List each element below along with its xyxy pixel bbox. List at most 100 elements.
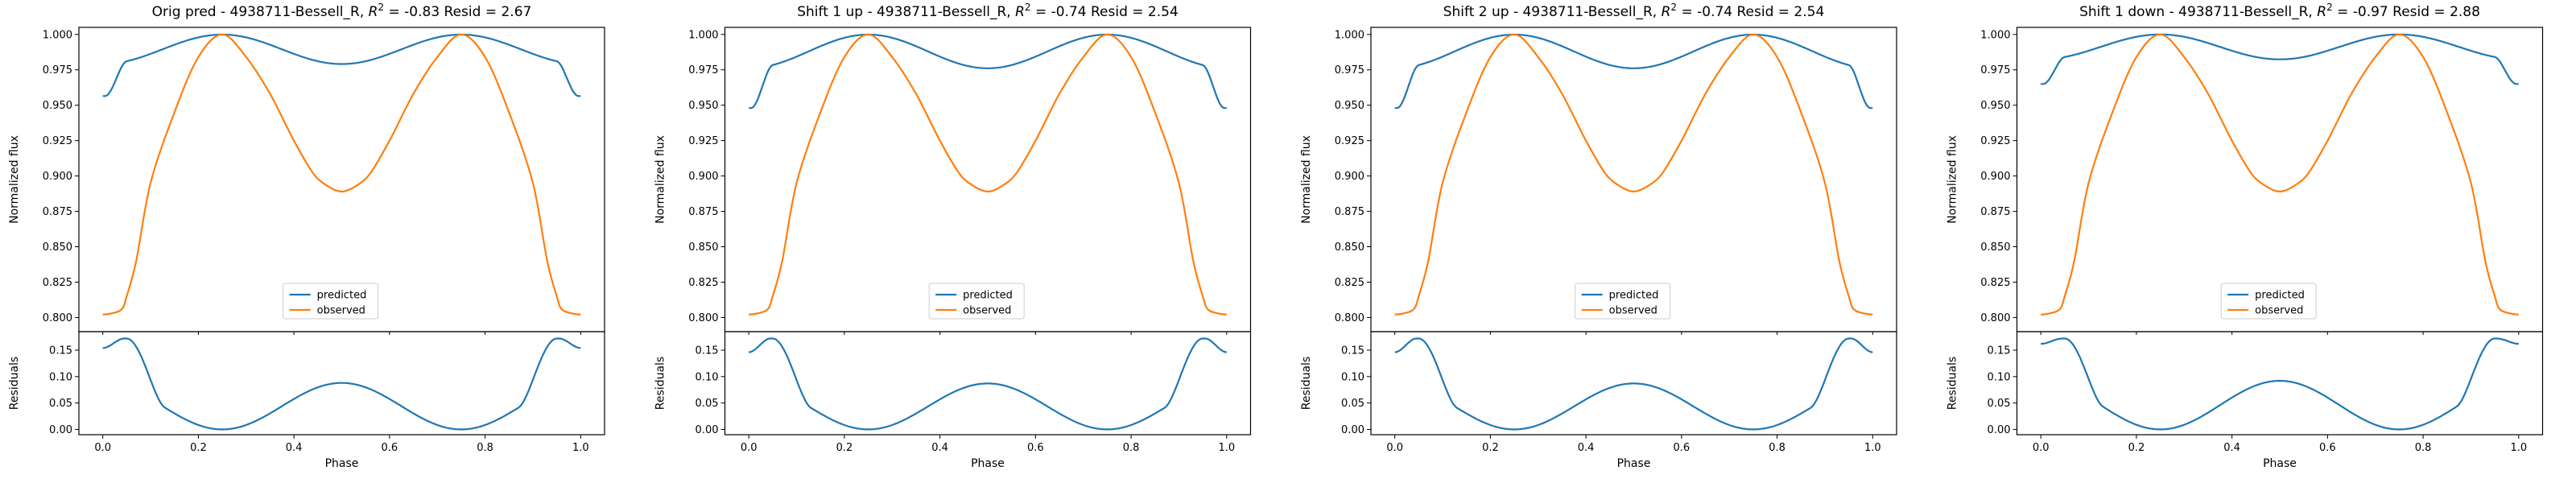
residual-line — [102, 337, 581, 431]
y-tick-label: 1.000 — [1335, 29, 1364, 41]
y-tick-label: 0.925 — [1980, 135, 2010, 147]
resid-tick-label: 0.05 — [1988, 398, 2011, 410]
x-tick-label: 0.8 — [2415, 442, 2432, 454]
x-tick-label: 0.4 — [2223, 442, 2240, 454]
x-tick-label: 0.4 — [931, 442, 948, 454]
x-tick-label: 1.0 — [572, 442, 589, 454]
y-tick-label: 0.950 — [688, 100, 718, 112]
resid-tick-label: 0.05 — [696, 398, 719, 410]
legend-label-observed: observed — [317, 305, 365, 317]
x-tick-label: 0.8 — [477, 442, 493, 454]
residual-axis-label: Residuals — [654, 357, 667, 410]
subplot-1: Orig pred - 4938711-Bessell_R, R2 = -0.8… — [8, 2, 605, 470]
y-tick-label: 0.800 — [1980, 312, 2010, 324]
resid-tick-label: 0.10 — [49, 371, 72, 383]
legend-label-predicted: predicted — [317, 290, 367, 302]
resid-tick-label: 0.15 — [49, 345, 72, 357]
chart-title: Shift 1 down - 4938711-Bessell_R, R2 = -… — [2079, 2, 2480, 20]
predicted-line — [1394, 33, 1873, 109]
y-tick-label: 1.000 — [688, 29, 718, 41]
chart-title: Orig pred - 4938711-Bessell_R, R2 = -0.8… — [152, 2, 532, 20]
residual-axes-frame — [1370, 331, 1897, 436]
resid-tick-label: 0.15 — [696, 345, 719, 357]
y-axis-label: Normalized flux — [1946, 135, 1959, 224]
y-axis-label: Normalized flux — [1300, 135, 1313, 224]
resid-tick-label: 0.05 — [49, 398, 72, 410]
y-tick-label: 0.925 — [43, 135, 72, 147]
y-axis-label: Normalized flux — [8, 135, 21, 224]
x-tick-label: 0.2 — [1482, 442, 1499, 454]
residual-axis-label: Residuals — [1946, 357, 1959, 410]
resid-tick-label: 0.10 — [696, 371, 719, 383]
resid-tick-label: 0.10 — [1988, 371, 2011, 383]
y-tick-label: 0.900 — [688, 171, 718, 183]
chart-title: Shift 2 up - 4938711-Bessell_R, R2 = -0.… — [1443, 2, 1825, 20]
resid-tick-label: 0.00 — [1341, 424, 1364, 436]
x-tick-label: 1.0 — [2510, 442, 2527, 454]
x-tick-label: 0.2 — [836, 442, 853, 454]
x-tick-label: 0.8 — [1769, 442, 1785, 454]
x-tick-label: 0.8 — [1123, 442, 1140, 454]
y-tick-label: 0.875 — [1980, 206, 2010, 218]
y-tick-label: 0.825 — [1980, 277, 2010, 289]
x-axis-label: Phase — [1617, 457, 1651, 470]
residual-line — [1394, 337, 1873, 431]
residual-line — [749, 337, 1227, 431]
y-tick-label: 0.950 — [1980, 100, 2010, 112]
y-tick-label: 0.825 — [1335, 277, 1364, 289]
chart-title: Shift 1 up - 4938711-Bessell_R, R2 = -0.… — [797, 2, 1179, 20]
predicted-line — [2041, 33, 2519, 85]
y-tick-label: 0.800 — [43, 312, 72, 324]
x-tick-label: 0.2 — [190, 442, 207, 454]
y-tick-label: 0.900 — [43, 171, 72, 183]
y-tick-label: 0.850 — [688, 242, 718, 254]
x-tick-label: 0.4 — [1578, 442, 1595, 454]
y-tick-label: 0.800 — [1335, 312, 1364, 324]
x-tick-label: 1.0 — [1218, 442, 1235, 454]
y-axis-label: Normalized flux — [654, 135, 667, 224]
legend-label-predicted: predicted — [2255, 290, 2305, 302]
x-tick-label: 0.6 — [1674, 442, 1690, 454]
legend-label-observed: observed — [1609, 305, 1657, 317]
resid-tick-label: 0.05 — [1341, 398, 1364, 410]
y-tick-label: 0.925 — [1335, 135, 1364, 147]
x-tick-label: 0.6 — [382, 442, 398, 454]
y-tick-label: 0.900 — [1335, 171, 1364, 183]
subplot-4: Shift 1 down - 4938711-Bessell_R, R2 = -… — [1946, 2, 2544, 470]
x-tick-label: 0.6 — [1027, 442, 1044, 454]
y-tick-label: 0.975 — [1335, 64, 1364, 76]
legend-label-predicted: predicted — [963, 290, 1013, 302]
residual-line — [2041, 337, 2519, 431]
x-tick-label: 0.4 — [286, 442, 303, 454]
y-tick-label: 0.850 — [1335, 242, 1364, 254]
predicted-line — [102, 33, 581, 97]
resid-tick-label: 0.15 — [1341, 345, 1364, 357]
x-axis-label: Phase — [2263, 457, 2297, 470]
residual-axis-label: Residuals — [1300, 357, 1313, 410]
resid-tick-label: 0.00 — [696, 424, 719, 436]
y-tick-label: 0.825 — [43, 277, 72, 289]
y-tick-label: 0.950 — [1335, 100, 1364, 112]
y-tick-label: 0.850 — [43, 242, 72, 254]
y-tick-label: 0.950 — [43, 100, 72, 112]
y-tick-label: 0.800 — [688, 312, 718, 324]
y-tick-label: 0.975 — [688, 64, 718, 76]
observed-line — [749, 33, 1227, 316]
x-axis-label: Phase — [325, 457, 359, 470]
legend-label-observed: observed — [963, 305, 1011, 317]
resid-tick-label: 0.00 — [1988, 424, 2011, 436]
y-tick-label: 0.850 — [1980, 242, 2010, 254]
y-tick-label: 0.875 — [1335, 206, 1364, 218]
y-tick-label: 1.000 — [1980, 29, 2010, 41]
legend-label-observed: observed — [2255, 305, 2303, 317]
x-tick-label: 1.0 — [1864, 442, 1881, 454]
y-tick-label: 0.875 — [688, 206, 718, 218]
y-tick-label: 0.975 — [1980, 64, 2010, 76]
observed-line — [1394, 33, 1873, 316]
resid-tick-label: 0.15 — [1988, 345, 2011, 357]
y-tick-label: 0.825 — [688, 277, 718, 289]
observed-line — [102, 33, 581, 316]
x-tick-label: 0.0 — [2033, 442, 2050, 454]
x-tick-label: 0.0 — [94, 442, 111, 454]
